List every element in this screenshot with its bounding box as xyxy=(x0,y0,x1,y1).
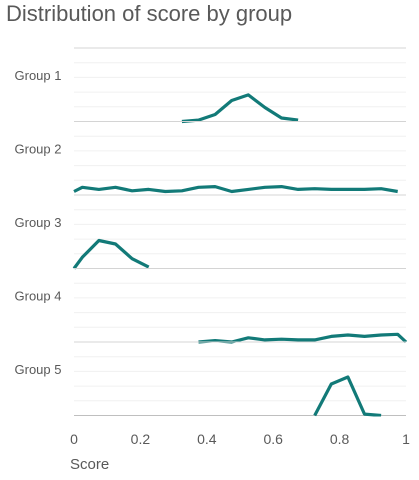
group-label: Group 1 xyxy=(15,68,62,83)
x-tick-label: 0 xyxy=(70,431,78,447)
x-tick-label: 0.6 xyxy=(263,431,283,447)
group-label: Group 5 xyxy=(15,362,62,377)
group-label: Group 4 xyxy=(15,289,62,304)
chart-title: Distribution of score by group xyxy=(6,1,293,26)
x-tick-label: 0.2 xyxy=(131,431,151,447)
density-line-group-5 xyxy=(313,375,382,417)
group-label: Group 2 xyxy=(15,142,62,157)
x-tick-label: 0.8 xyxy=(330,431,350,447)
density-line-group-3 xyxy=(72,238,150,270)
density-line-group-4 xyxy=(198,332,408,344)
density-line-group-1 xyxy=(181,93,299,124)
x-tick-label: 0.4 xyxy=(197,431,217,447)
x-axis-label: Score xyxy=(70,456,110,473)
group-label: Group 3 xyxy=(15,215,62,230)
x-tick-label: 1 xyxy=(402,431,410,447)
density-line-group-2 xyxy=(73,185,398,194)
